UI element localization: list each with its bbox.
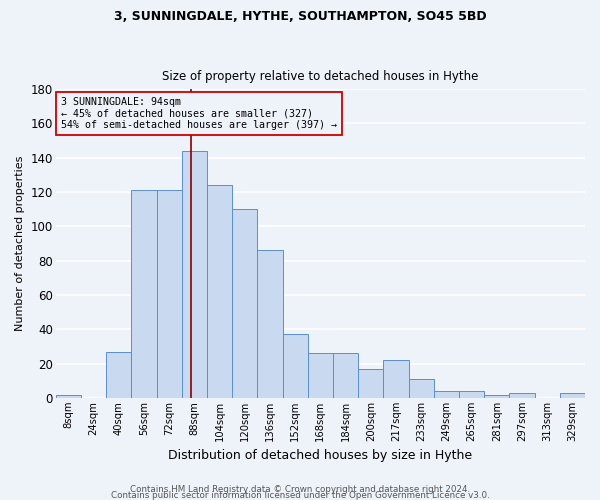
Bar — [106, 352, 131, 398]
X-axis label: Distribution of detached houses by size in Hythe: Distribution of detached houses by size … — [168, 450, 472, 462]
Bar — [232, 209, 257, 398]
Bar — [182, 150, 207, 398]
Bar — [283, 334, 308, 398]
Bar — [333, 354, 358, 398]
Text: 3, SUNNINGDALE, HYTHE, SOUTHAMPTON, SO45 5BD: 3, SUNNINGDALE, HYTHE, SOUTHAMPTON, SO45… — [113, 10, 487, 23]
Text: Contains HM Land Registry data © Crown copyright and database right 2024.: Contains HM Land Registry data © Crown c… — [130, 484, 470, 494]
Text: Contains public sector information licensed under the Open Government Licence v3: Contains public sector information licen… — [110, 490, 490, 500]
Bar — [56, 394, 81, 398]
Y-axis label: Number of detached properties: Number of detached properties — [15, 156, 25, 331]
Bar — [459, 391, 484, 398]
Bar — [257, 250, 283, 398]
Title: Size of property relative to detached houses in Hythe: Size of property relative to detached ho… — [162, 70, 479, 84]
Bar — [434, 391, 459, 398]
Bar — [509, 393, 535, 398]
Bar — [409, 379, 434, 398]
Bar — [383, 360, 409, 398]
Bar — [484, 394, 509, 398]
Bar — [131, 190, 157, 398]
Bar — [157, 190, 182, 398]
Bar — [207, 185, 232, 398]
Bar — [358, 369, 383, 398]
Bar — [560, 393, 585, 398]
Bar — [308, 354, 333, 398]
Text: 3 SUNNINGDALE: 94sqm
← 45% of detached houses are smaller (327)
54% of semi-deta: 3 SUNNINGDALE: 94sqm ← 45% of detached h… — [61, 96, 337, 130]
